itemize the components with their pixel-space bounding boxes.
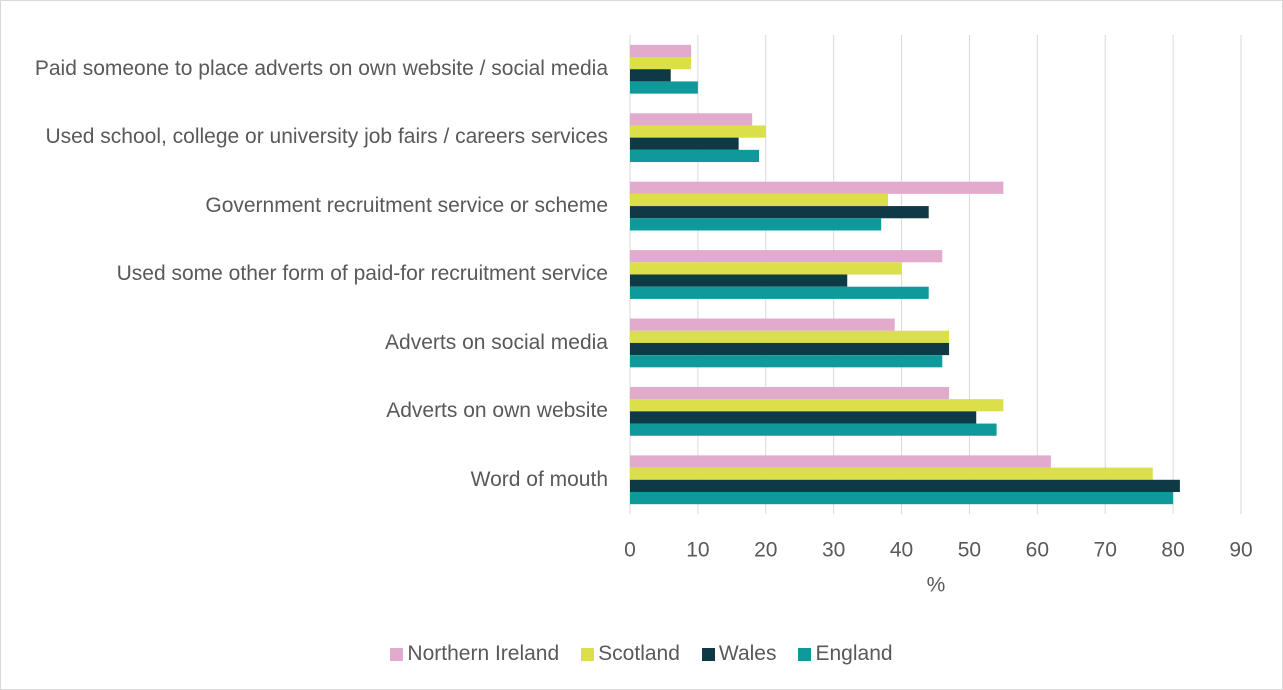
bar xyxy=(630,250,943,263)
bar xyxy=(630,113,753,126)
x-tick-label: 30 xyxy=(822,539,845,562)
x-tick-label: 50 xyxy=(958,539,981,562)
x-tick-label: 20 xyxy=(754,539,777,562)
x-axis-label: % xyxy=(927,574,946,597)
bar xyxy=(630,57,692,70)
legend-swatch xyxy=(390,647,404,661)
bar xyxy=(630,411,977,424)
category-text: Government recruitment service or scheme xyxy=(205,193,608,217)
category-text: Adverts on social media xyxy=(385,330,608,354)
category-label: Word of mouth xyxy=(8,446,608,514)
x-tick-label: 60 xyxy=(1026,539,1049,562)
category-text: Word of mouth xyxy=(470,467,608,491)
category-label: Used some other form of paid-for recruit… xyxy=(8,240,608,308)
category-text: Used some other form of paid-for recruit… xyxy=(116,262,608,286)
legend-item: Scotland xyxy=(581,642,680,666)
bar xyxy=(630,44,692,58)
legend-label: Northern Ireland xyxy=(407,642,560,665)
bar xyxy=(630,330,950,343)
bar xyxy=(630,262,902,275)
legend-label: Wales xyxy=(718,642,777,665)
category-label: Adverts on social media xyxy=(8,309,608,377)
x-tick-label: 80 xyxy=(1161,539,1184,562)
bar xyxy=(630,274,848,287)
category-text: Used school, college or university job f… xyxy=(45,125,608,149)
bar xyxy=(630,137,739,150)
bar xyxy=(630,218,882,231)
bar xyxy=(630,193,888,207)
x-tick-label: 90 xyxy=(1229,539,1252,562)
legend-item: England xyxy=(798,642,893,666)
legend-label: Scotland xyxy=(598,642,680,665)
bar xyxy=(630,399,1004,412)
legend-swatch xyxy=(701,647,715,661)
bar xyxy=(630,206,929,219)
bar xyxy=(630,125,766,138)
bar xyxy=(630,423,997,436)
legend-swatch xyxy=(581,647,595,661)
legend-item: Wales xyxy=(701,642,777,666)
bar xyxy=(630,342,950,356)
category-label: Used school, college or university job f… xyxy=(8,103,608,171)
x-tick-label: 40 xyxy=(890,539,913,562)
category-label: Adverts on own website xyxy=(8,377,608,445)
category-text: Adverts on own website xyxy=(386,399,608,423)
bar xyxy=(630,69,671,82)
bar xyxy=(630,149,759,163)
legend-swatch xyxy=(798,647,812,661)
x-tick-label: 10 xyxy=(686,539,709,562)
bar xyxy=(630,479,1180,492)
bar xyxy=(630,491,1174,505)
bar xyxy=(630,318,895,331)
bar xyxy=(630,455,1051,468)
category-label: Government recruitment service or scheme xyxy=(8,172,608,240)
bar xyxy=(630,355,943,368)
category-text: Paid someone to place adverts on own web… xyxy=(34,57,608,80)
legend: Northern Ireland Scotland Wales England xyxy=(1,642,1282,666)
bar xyxy=(630,386,950,400)
category-label: Paid someone to place adverts on own web… xyxy=(8,35,608,103)
x-tick-label: 0 xyxy=(624,539,636,562)
bar xyxy=(630,286,929,299)
bar xyxy=(630,467,1153,480)
bar xyxy=(630,181,1004,194)
legend-item: Northern Ireland xyxy=(390,642,559,666)
bar xyxy=(630,81,698,94)
x-tick-label: 70 xyxy=(1094,539,1117,562)
legend-label: England xyxy=(815,642,893,665)
